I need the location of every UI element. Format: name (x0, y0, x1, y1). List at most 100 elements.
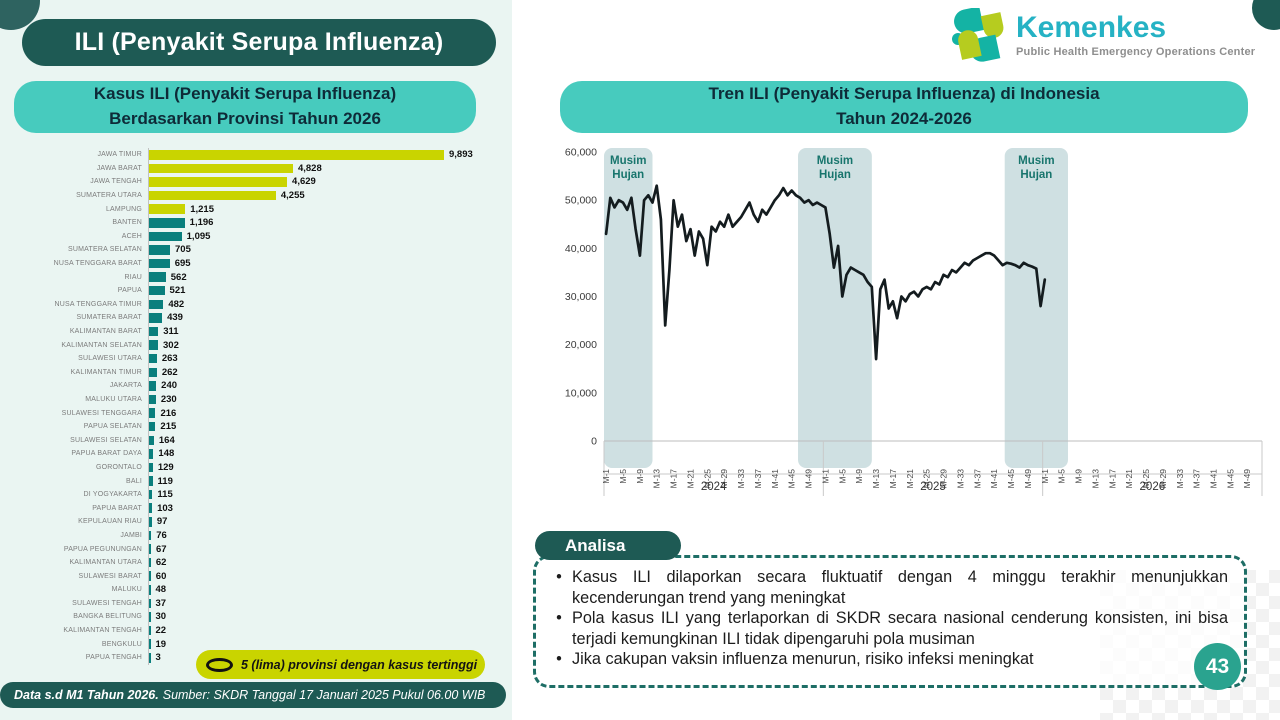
y-axis-label: 30,000 (565, 291, 597, 303)
bar[interactable] (149, 612, 151, 622)
bar[interactable] (149, 177, 288, 187)
bar[interactable] (149, 313, 163, 323)
bar-chart-title-line1: Kasus ILI (Penyakit Serupa Influenza) (93, 84, 397, 104)
bar-row: NUSA TENGGARA TIMUR 482 (8, 297, 508, 312)
bar[interactable] (149, 204, 186, 214)
rainy-season-band (604, 148, 653, 468)
week-tick-label: M-13 (652, 469, 662, 489)
bar-value-label: 215 (160, 421, 177, 433)
bar-row: KALIMANTAN TENGAH 22 (8, 623, 508, 638)
bar[interactable] (149, 421, 156, 432)
bar[interactable] (149, 367, 157, 378)
analysis-bullet-text: Kasus ILI dilaporkan secara fluktuatif d… (572, 568, 1228, 607)
bar[interactable] (149, 653, 151, 663)
province-label: PAPUA BARAT (92, 504, 142, 512)
bar[interactable] (149, 517, 152, 527)
trend-line[interactable] (604, 184, 1047, 361)
bar-track: 4,255 (148, 188, 508, 203)
bar-track: 22 (148, 623, 508, 638)
trend-chart-title: Tren ILI (Penyakit Serupa Influenza) di … (560, 81, 1248, 133)
bar[interactable] (149, 503, 153, 513)
bar[interactable] (149, 435, 154, 446)
week-tick-label: M-49 (1023, 469, 1033, 489)
province-label: SULAWESI UTARA (78, 355, 142, 363)
province-label: JAWA BARAT (96, 164, 142, 172)
bar[interactable] (149, 258, 170, 269)
bar[interactable] (149, 557, 151, 568)
bar-row: ACEH 1,095 (8, 229, 508, 244)
province-label: BANGKA BELITUNG (73, 613, 142, 621)
bar-track: 4,629 (148, 175, 508, 189)
bar[interactable] (149, 218, 185, 228)
province-label: BANTEN (112, 219, 142, 227)
bar[interactable] (149, 272, 166, 282)
week-tick-label: M-1 (820, 469, 830, 484)
bar[interactable] (149, 449, 154, 459)
bar[interactable] (149, 489, 153, 500)
bar-chart-title: Kasus ILI (Penyakit Serupa Influenza) Be… (14, 81, 476, 133)
bar[interactable] (149, 544, 151, 554)
province-label: JAKARTA (109, 382, 142, 390)
kemenkes-tagline: Public Health Emergency Operations Cente… (1016, 45, 1256, 58)
y-axis-label: 0 (591, 436, 597, 448)
bar-track: 262 (148, 365, 508, 380)
bar[interactable] (149, 353, 157, 364)
bar-track: 19 (148, 637, 508, 651)
bar[interactable] (149, 462, 153, 473)
bar[interactable] (149, 340, 158, 350)
bar-track: 482 (148, 297, 508, 312)
bar-track: 311 (148, 324, 508, 339)
bar[interactable] (149, 598, 151, 609)
bar-row: SULAWESI SELATAN 164 (8, 433, 508, 448)
bar-row: SULAWESI TENGGARA 216 (8, 406, 508, 420)
analysis-badge: Analisa (535, 531, 681, 560)
bar-value-label: 4,828 (297, 162, 322, 174)
highlight-oval-icon (206, 657, 233, 672)
bar[interactable] (149, 245, 171, 255)
bar-value-label: 4,629 (292, 176, 316, 188)
bar-track: 302 (148, 338, 508, 352)
bar-value-label: 148 (158, 448, 175, 460)
bar[interactable] (149, 639, 151, 649)
week-tick-label: M-21 (1124, 469, 1134, 489)
bar-track: 129 (148, 460, 508, 475)
bar-row: KALIMANTAN SELATAN 302 (8, 338, 508, 352)
bar-value-label: 695 (174, 258, 191, 270)
week-tick-label: M-25 (1141, 469, 1151, 489)
bar[interactable] (149, 231, 182, 242)
week-tick-label: M-13 (1090, 469, 1100, 489)
bar[interactable] (149, 163, 293, 174)
bar[interactable] (149, 571, 151, 581)
bar[interactable] (149, 408, 156, 418)
bullet-icon: • (556, 609, 562, 628)
bar-track: 521 (148, 283, 508, 298)
week-tick-label: M-49 (1242, 469, 1252, 489)
bar-row: BANTEN 1,196 (8, 215, 508, 230)
bar-row: JAWA TENGAH 4,629 (8, 175, 508, 189)
province-label: SULAWESI SELATAN (70, 436, 142, 444)
bar[interactable] (149, 285, 165, 296)
band-label: Musim (1018, 155, 1054, 167)
bar-track: 439 (148, 311, 508, 325)
bar-row: DI YOGYAKARTA 115 (8, 487, 508, 502)
bar[interactable] (149, 299, 164, 310)
trend-line-chart-svg: Musim Hujan Musim Hujan Musim Hujan 0 10,000 20,… (565, 147, 1263, 496)
bar[interactable] (149, 150, 444, 160)
year-label: 2026 (1140, 481, 1166, 493)
bar[interactable] (149, 530, 152, 541)
bar-value-label: 164 (158, 434, 175, 446)
bar[interactable] (149, 326, 159, 337)
province-label: JAMBI (120, 531, 142, 539)
bar-track: 67 (148, 542, 508, 556)
bar[interactable] (149, 476, 153, 486)
bar[interactable] (149, 190, 276, 201)
band-label: Hujan (612, 169, 644, 181)
bar[interactable] (149, 381, 157, 391)
bar[interactable] (149, 585, 151, 595)
trend-chart-title-line2: Tahun 2024-2026 (836, 109, 972, 128)
year-label: 2025 (920, 481, 946, 493)
bar[interactable] (149, 394, 156, 405)
bar[interactable] (149, 625, 151, 636)
bar-row: NUSA TENGGARA BARAT 695 (8, 256, 508, 271)
